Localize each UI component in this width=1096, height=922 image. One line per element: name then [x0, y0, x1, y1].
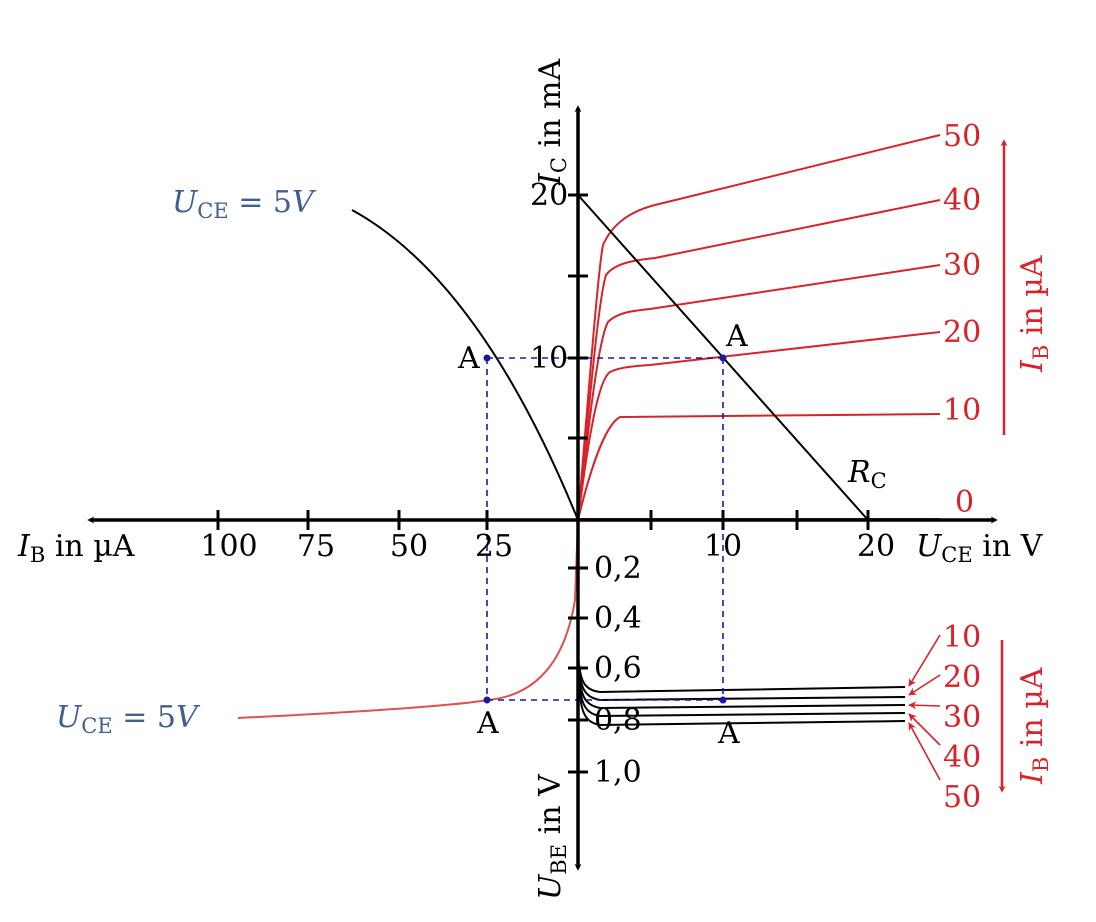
ib-legend-lower-unit: in µA: [1015, 667, 1050, 756]
op-label-q4: A: [717, 716, 740, 751]
tick-label-ube-06: 0,6: [594, 651, 642, 686]
output-curve-ib-40: [577, 199, 941, 521]
curve-label-10: 10: [943, 393, 981, 428]
uce-condition-upper-sub: CE: [197, 199, 228, 223]
operating-point-dots: [483, 354, 727, 704]
axis-title-ib: IB in µA: [17, 529, 135, 567]
ib-legend-lower-symbol: I: [1015, 771, 1050, 785]
axis-title-ic-unit: in mA: [533, 59, 568, 157]
curve-label-30: 30: [943, 248, 981, 283]
tick-label-ib-25: 25: [475, 529, 513, 564]
ib-legend-lower-sub: B: [1029, 757, 1053, 772]
curve-label-20: 20: [943, 315, 981, 350]
tick-label-uce-20: 20: [857, 529, 895, 564]
axis-title-uce-symbol: U: [916, 529, 943, 564]
op-dot-q3: [483, 696, 491, 704]
uce-condition-upper-symbol: U: [172, 185, 199, 220]
axis-title-ube-symbol: U: [533, 873, 568, 900]
ib-legend-upper-sub: B: [1029, 345, 1053, 360]
input-label-arrows: [908, 634, 941, 781]
axis-title-ube-sub: BE: [547, 844, 571, 875]
input-arrow-10: [908, 634, 941, 687]
axis-title-ic-sub: C: [547, 157, 571, 173]
output-curve-labels: 50 40 30 20 10 0: [943, 119, 981, 520]
input-arrow-40: [908, 713, 941, 746]
output-characteristics: [577, 134, 941, 521]
input-label-40: 40: [943, 740, 981, 775]
load-line-label-symbol: R: [847, 455, 871, 490]
input-label-20: 20: [943, 660, 981, 695]
tick-label-ube-04: 0,4: [594, 601, 642, 636]
load-line-label: RC: [847, 455, 887, 493]
axis-title-ic: IC in mA: [533, 59, 571, 186]
axis-title-ic-symbol: I: [533, 172, 568, 186]
tick-label-ib-75: 75: [297, 529, 335, 564]
output-curve-ib-10: [577, 413, 941, 521]
load-line-label-sub: C: [871, 469, 887, 493]
axis-title-ube-unit: in V: [533, 773, 568, 844]
op-dot-q1: [719, 354, 727, 362]
op-dot-q4: [719, 696, 727, 704]
input-arrow-30: [908, 701, 941, 710]
curve-label-50: 50: [943, 119, 981, 154]
curve-label-0: 0: [955, 485, 974, 520]
uce-condition-lower-sub: CE: [81, 714, 112, 738]
input-arrow-50: [908, 722, 941, 781]
uce-condition-lower-unit: V: [176, 700, 201, 735]
op-dot-q2: [483, 354, 491, 362]
curve-label-40: 40: [943, 183, 981, 218]
op-label-q3: A: [476, 706, 499, 741]
tick-label-ube-08: 0,8: [594, 703, 642, 738]
input-label-50: 50: [943, 780, 981, 815]
ib-legend-upper-unit: in µA: [1015, 255, 1050, 344]
axis-title-uce: UCE in V: [916, 529, 1044, 567]
transfer-curve: [351, 209, 579, 521]
ib-legend-upper: IB in µA: [1015, 255, 1053, 373]
tick-label-ib-100: 100: [200, 529, 257, 564]
input-label-30: 30: [943, 700, 981, 735]
operating-point-lines: [486, 357, 724, 701]
input-arrow-20: [908, 674, 941, 696]
axis-title-ib-sub: B: [30, 543, 45, 567]
output-curve-ib-20: [577, 331, 941, 521]
uce-condition-upper: UCE = 5V: [172, 185, 317, 223]
tick-labels: 20 10 10 20 100 75 50 25 0,2 0,4 0,6 0,8…: [200, 178, 895, 790]
uce-condition-lower-symbol: U: [56, 700, 83, 735]
uce-condition-upper-value: = 5: [229, 185, 292, 220]
tick-label-ic-20: 20: [530, 178, 568, 213]
axis-title-ib-unit: in µA: [45, 529, 134, 564]
axis-title-uce-sub: CE: [941, 543, 972, 567]
op-label-q1: A: [725, 319, 748, 354]
tick-label-ube-10: 1,0: [594, 755, 642, 790]
input-curve-labels: 10 20 30 40 50: [943, 620, 981, 815]
tick-label-ube-02: 0,2: [594, 551, 642, 586]
uce-condition-upper-unit: V: [292, 185, 317, 220]
tick-label-ib-50: 50: [390, 529, 428, 564]
uce-condition-lower: UCE = 5V: [56, 700, 201, 738]
op-label-q2: A: [457, 341, 480, 376]
axes: [87, 105, 998, 871]
output-curve-ib-30: [577, 264, 941, 521]
input-label-10: 10: [943, 620, 981, 655]
output-curve-ib-50: [577, 134, 941, 521]
axis-ticks: [216, 193, 870, 774]
uce-condition-lower-value: = 5: [113, 700, 176, 735]
ib-legend-upper-symbol: I: [1015, 359, 1050, 373]
axis-title-uce-unit: in V: [973, 529, 1044, 564]
axis-title-ib-symbol: I: [17, 529, 31, 564]
tick-label-uce-10: 10: [704, 529, 742, 564]
ib-legend-lower: IB in µA: [1015, 667, 1053, 785]
axis-title-ube: UBE in V: [533, 773, 571, 900]
tick-label-ic-10: 10: [530, 341, 568, 376]
